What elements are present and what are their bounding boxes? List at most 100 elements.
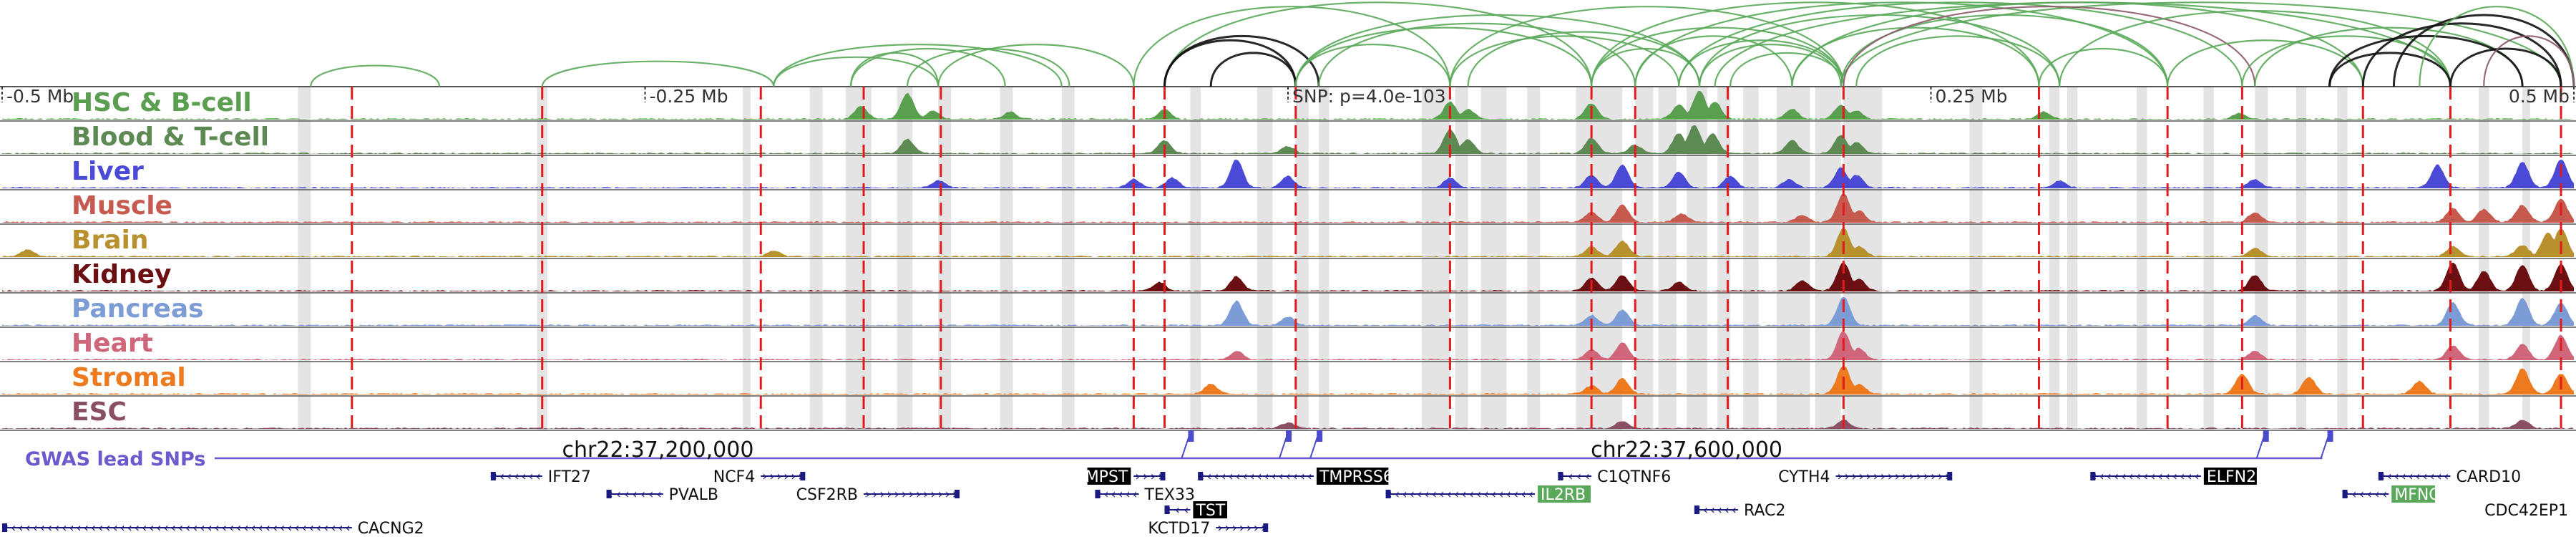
gwas-lane: GWAS lead SNPs chr22:37,200,000 chr22:37,6…: [25, 430, 2333, 470]
gene-exon: [2090, 472, 2096, 480]
axis-label: 0.25 Mb: [1936, 86, 2008, 107]
loop-arc: [1840, 1, 2562, 87]
gene-exon: [1095, 490, 1101, 498]
gene: ››››››› KCTD17: [1148, 520, 1269, 537]
loop-arc: [1855, 35, 2061, 87]
gene-label: CARD10: [2456, 468, 2521, 486]
axis-label: 0.5 Mb: [2509, 86, 2570, 107]
loop-arc: [2167, 39, 2364, 87]
gene-exon: [1263, 523, 1269, 532]
gene: ‹‹‹‹‹‹RAC2: [1694, 502, 1785, 520]
loop-arc: [1840, 14, 2169, 87]
track-label: Kidney: [72, 260, 172, 289]
gene-highlight: [1538, 485, 1591, 503]
loop-arc: [1294, 14, 1701, 87]
gene: ‹‹‹‹‹‹‹ IFT27: [490, 468, 591, 486]
gene-exon: [606, 490, 612, 498]
gene-label: TEX33: [1144, 486, 1195, 504]
gene: ‹‹‹‹‹‹MFNG: [2342, 485, 2441, 504]
gene-label: RAC2: [1744, 502, 1785, 520]
axis-label: -0.5 Mb: [6, 86, 74, 107]
loop-arc: [2328, 34, 2524, 87]
gene-highlight: [1087, 468, 1131, 485]
track-signal: [2, 194, 2574, 223]
loop-arc: [1209, 52, 1297, 87]
loop-arc: [773, 44, 1063, 87]
track-signal: [2, 228, 2574, 257]
track-label: Liver: [72, 157, 144, 186]
gene: ‹‹‹‹‹‹‹‹‹‹‹‹‹‹‹‹‹‹‹‹‹‹‹‹‹‹‹‹‹‹‹‹‹‹‹‹‹‹‹‹…: [2, 520, 424, 537]
track: Muscle: [0, 191, 2576, 225]
gene-exon: [490, 472, 496, 480]
gene-exon: [1947, 472, 1953, 480]
gwas-snp-marker: [2263, 430, 2269, 442]
gene: ››››››››››››› CSF2RB: [796, 486, 960, 504]
track-signal: [2, 125, 2574, 154]
loop-arc: [1467, 31, 1701, 87]
strand-arrows: ›››››››››››››: [865, 487, 957, 502]
gene: ‹‹‹‹‹‹TEX33: [1095, 486, 1195, 504]
gene-exon: [2378, 472, 2384, 480]
chromatin-loops: [310, 1, 2575, 87]
loop-arc: [2392, 14, 2575, 87]
gene-exon: [1694, 505, 1699, 514]
gene-label: PVALB: [669, 486, 718, 504]
gene-label: NCF4: [713, 468, 755, 486]
loop-arc: [2241, 35, 2451, 87]
track: HSC & B-cell: [0, 88, 2576, 122]
loop-arc: [2038, 47, 2169, 87]
track-signal: [2, 160, 2574, 188]
gene: ››››MPST: [1085, 468, 1166, 486]
gwas-snp-marker: [2327, 430, 2333, 442]
gene-exon: [800, 472, 806, 480]
track: Brain: [0, 226, 2576, 259]
loop-arc: [849, 52, 940, 87]
loop-arc: [1590, 1, 2040, 87]
track: Blood & T-cell: [0, 122, 2576, 156]
loop-arc: [1678, 39, 1845, 87]
track: ESC: [0, 397, 2576, 431]
gwas-snp-marker: [1188, 430, 1194, 442]
track-signal: [2, 263, 2574, 291]
track-label: Brain: [72, 226, 148, 255]
axis-label: SNP: p=4.0e-103: [1292, 86, 1446, 107]
gene-highlight: [2203, 468, 2257, 485]
gene-exon: [954, 490, 960, 498]
loop-arc: [2419, 6, 2575, 87]
gene-label: TST: [1195, 502, 1225, 520]
gene-label: CACNG2: [358, 520, 424, 537]
gene-label: IL2RB: [1541, 486, 1586, 504]
gene-highlight: [2391, 485, 2436, 503]
gene: ‹‹‹‹‹‹‹‹‹‹CARD10: [2378, 468, 2521, 486]
gene: ››››››NCF4: [713, 468, 806, 486]
loop-arc: [1678, 1, 2243, 87]
gene: ‹‹‹‹‹‹‹‹‹‹‹‹‹‹‹ ELFN2: [2090, 468, 2257, 486]
gene-label: IFT27: [548, 468, 591, 486]
track-signal: [2, 332, 2574, 360]
track-label: Pancreas: [72, 294, 204, 324]
gene-exon: [1164, 505, 1170, 514]
gene-exon: [1198, 472, 1204, 480]
track-label: ESC: [72, 397, 127, 427]
track-signal: [2, 297, 2574, 326]
loop-arc: [2059, 10, 2451, 87]
gwas-snp-marker: [1317, 430, 1323, 442]
gene: CDC42EP1: [2484, 502, 2568, 520]
gene-label: C1QTNF6: [1597, 468, 1671, 486]
loop-arc: [1163, 39, 1297, 87]
loop-arc: [2449, 47, 2562, 87]
gene-exon: [2342, 490, 2348, 498]
axis-label: -0.25 Mb: [650, 86, 728, 107]
gwas-snp-marker: [1286, 430, 1292, 442]
loop-arc: [2361, 22, 2562, 87]
gene: ‹‹‹‹C1QTNF6: [1558, 468, 1671, 486]
gene-exon: [1385, 490, 1391, 498]
strand-arrows: ‹‹‹‹‹‹‹‹‹‹‹‹‹‹‹: [2092, 469, 2200, 484]
loop-arc: [773, 56, 940, 87]
loop-arc: [937, 44, 1135, 87]
gene-label: ELFN2: [2207, 468, 2256, 486]
loop-arc: [2328, 52, 2451, 87]
gene-track: ‹‹‹‹‹‹‹ IFT27 ››››››NCF4 ››››MPST ‹‹‹‹‹‹‹‹‹‹…: [2, 468, 2568, 537]
loop-arc: [849, 48, 1006, 87]
